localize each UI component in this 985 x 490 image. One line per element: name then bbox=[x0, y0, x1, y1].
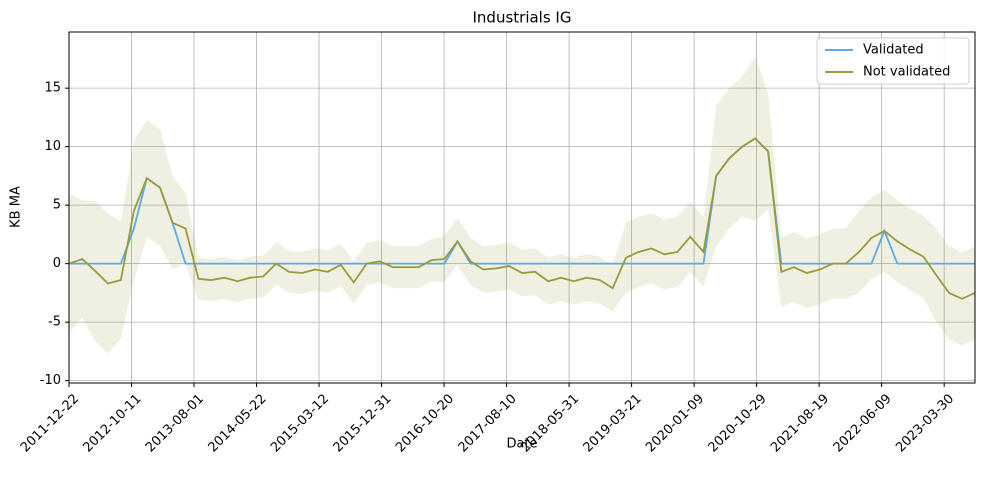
y-tick-label: 0 bbox=[53, 256, 61, 271]
series-line bbox=[69, 137, 975, 300]
y-tick-label: -5 bbox=[48, 315, 61, 330]
y-tick-label: 10 bbox=[44, 139, 61, 154]
legend-box bbox=[816, 37, 970, 85]
plot-frame bbox=[68, 31, 976, 384]
legend-label: Validated bbox=[863, 43, 924, 58]
x-axis-label: Date bbox=[506, 437, 537, 452]
series-line bbox=[69, 137, 975, 265]
chart-title: Industrials IG bbox=[473, 9, 572, 27]
legend-label: Not validated bbox=[863, 65, 950, 80]
y-tick-label: 15 bbox=[44, 81, 61, 96]
confidence-band bbox=[69, 56, 975, 354]
y-axis-label: KB MA bbox=[9, 186, 24, 228]
y-tick-label: 5 bbox=[53, 198, 61, 213]
y-tick-label: -10 bbox=[40, 373, 61, 388]
